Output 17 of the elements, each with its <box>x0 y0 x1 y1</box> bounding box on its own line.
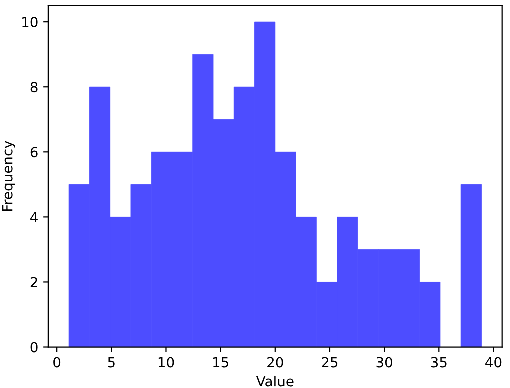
y-axis-title: Frequency <box>2 141 16 212</box>
x-tick-label: 15 <box>214 357 228 368</box>
y-tick-label: 8 <box>30 82 38 93</box>
x-tick-label: 30 <box>376 357 392 368</box>
y-tick-label: 2 <box>30 277 38 288</box>
x-tick-label: 35 <box>431 357 447 368</box>
x-tick-label: 5 <box>108 357 115 368</box>
y-tick-label: 4 <box>30 212 38 222</box>
x-tick-label: 0 <box>54 357 61 368</box>
x-tick-label: 20 <box>268 357 284 368</box>
x-tick-label: 25 <box>322 357 338 368</box>
x-axis-title: Value <box>256 376 294 387</box>
y-tick-label: 0 <box>30 342 38 353</box>
y-tick-label: 6 <box>30 147 38 158</box>
y-tick-label: 10 <box>22 17 38 28</box>
x-tick-label: 40 <box>486 357 502 368</box>
x-tick-label: 10 <box>158 357 174 368</box>
